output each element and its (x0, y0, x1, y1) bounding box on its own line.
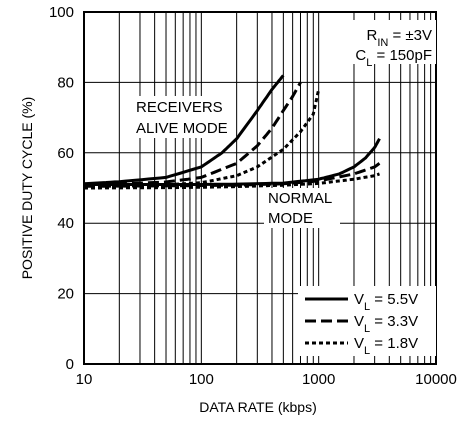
normal-label-backdrop (264, 188, 340, 228)
condition-cl: CL = 150pF (355, 47, 432, 69)
normal-label-line2: MODE (268, 210, 313, 227)
legend-label-solid: VL = 5.5V (354, 291, 418, 313)
receivers-label-line1: RECEIVERS (136, 99, 223, 116)
legend-label-dashed: VL = 3.3V (354, 313, 418, 335)
y-axis-label: POSITIVE DUTY CYCLE (%) (19, 97, 35, 280)
receivers-label-line2: ALIVE MODE (136, 120, 228, 137)
series-receivers-alive-solid (83, 74, 285, 186)
x-tick-label: 1000 (302, 371, 335, 388)
y-tick-label: 100 (49, 4, 74, 21)
y-tick-label: 40 (57, 215, 74, 232)
x-tick-label: 10000 (415, 371, 457, 388)
condition-rin: RIN = ±3V (366, 27, 432, 49)
plot-frame (83, 11, 437, 365)
conditions-backdrop (332, 20, 436, 64)
tick-labels: 10 100 1000 10000 0 20 40 60 80 100 (49, 4, 457, 388)
y-tick-label: 80 (57, 74, 74, 91)
y-tick-label: 20 (57, 286, 74, 303)
legend-label-dotted: VL = 1.8V (354, 335, 418, 357)
series-normal-dotted (84, 172, 381, 190)
receivers-label-backdrop (132, 96, 234, 138)
x-tick-label: 100 (189, 371, 214, 388)
normal-label-line1: NORMAL (268, 190, 332, 207)
y-tick-label: 60 (57, 145, 74, 162)
series-layer (83, 74, 381, 190)
legend: VL = 5.5V VL = 3.3V VL = 1.8V (298, 286, 436, 357)
x-tick-label: 10 (76, 371, 93, 388)
x-axis-label: DATA RATE (kbps) (199, 399, 316, 415)
y-tick-label: 0 (66, 356, 74, 373)
